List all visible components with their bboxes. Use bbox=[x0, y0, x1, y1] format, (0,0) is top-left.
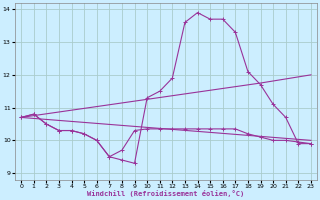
X-axis label: Windchill (Refroidissement éolien,°C): Windchill (Refroidissement éolien,°C) bbox=[87, 190, 245, 197]
